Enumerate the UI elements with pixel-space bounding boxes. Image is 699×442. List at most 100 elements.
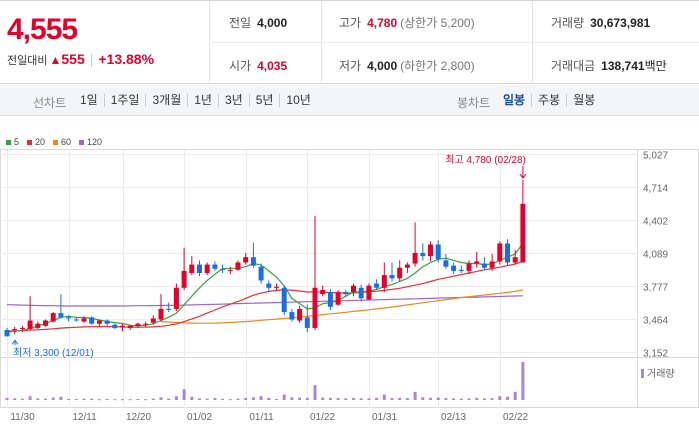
current-price-box: 4,555 전일대비 ▲555 | +13.88% <box>0 1 210 84</box>
volume-bar <box>182 389 186 400</box>
candle-body <box>312 287 318 328</box>
candle-body <box>351 285 356 293</box>
volume-bar <box>136 398 140 400</box>
volume-bar <box>59 396 63 400</box>
volume-bar <box>459 398 463 400</box>
candle-tab-2[interactable]: 월봉 <box>566 94 601 107</box>
volume-bar <box>444 398 448 400</box>
candle-body <box>50 313 56 322</box>
volume-bar <box>498 396 502 400</box>
stat-amount: 거래대금 138,741백만 <box>551 57 667 74</box>
period-tab-2[interactable]: 3개월 <box>145 94 187 107</box>
candle-body <box>412 252 418 264</box>
candle-body <box>327 292 333 307</box>
volume-bar <box>436 397 440 400</box>
candle-body <box>96 320 102 324</box>
volume-legend-swatch <box>641 369 644 378</box>
volume-bar <box>513 391 517 400</box>
volume-bar <box>421 397 425 400</box>
volume-bar <box>467 398 471 400</box>
stat-value: 4,035 <box>257 59 288 73</box>
candle-body <box>189 264 195 274</box>
y-tick-label: 4,714 <box>643 184 668 195</box>
volume-bar <box>236 398 240 400</box>
legend-label: 60 <box>61 137 72 147</box>
volume-bar <box>205 398 209 400</box>
volume-bar <box>90 398 94 400</box>
stat-volume: 거래량 30,673,981 <box>551 14 650 31</box>
period-tab-4[interactable]: 3년 <box>217 94 249 107</box>
legend-item-ma20: 20 <box>27 137 45 147</box>
candle-body <box>143 323 149 325</box>
stat-value: 4,780 <box>367 16 398 30</box>
x-tick-label: 01/31 <box>372 412 397 423</box>
chart-legend: 5 20 60 120 <box>6 137 102 147</box>
y-tick-label: 3,464 <box>643 316 668 327</box>
y-tick-label: 3,777 <box>643 283 668 294</box>
candle-body <box>104 320 110 324</box>
legend-swatch <box>6 139 11 145</box>
candle-body <box>381 275 387 288</box>
stat-unit: 백만 <box>644 59 667 73</box>
volume-bar <box>275 398 278 400</box>
volume-bar <box>67 398 71 400</box>
candle-body <box>19 327 25 329</box>
candle-tab-1[interactable]: 주봉 <box>531 94 566 107</box>
volume-bar <box>375 397 379 400</box>
stat-label: 저가 <box>339 59 362 73</box>
stat-value: 4,000 <box>257 16 288 30</box>
volume-bar <box>367 398 371 400</box>
candle-body <box>73 319 79 321</box>
legend-swatch <box>79 139 85 145</box>
candle-body <box>512 257 518 263</box>
volume-bar <box>228 399 232 401</box>
volume-bar <box>336 398 340 400</box>
volume-label: 거래량 <box>647 368 675 380</box>
volume-bar <box>305 397 309 400</box>
volume-bar <box>51 397 55 400</box>
candle-body <box>481 263 487 268</box>
legend-label: 5 <box>14 137 20 147</box>
x-tick-label: 12/20 <box>126 412 151 423</box>
stat-high: 고가 4,780 (상한가 5,200) <box>339 14 475 31</box>
candle-body <box>397 267 403 279</box>
candle-body <box>281 287 287 313</box>
x-tick-label: 02/22 <box>503 412 528 423</box>
volume-bar <box>413 391 417 400</box>
candle-body <box>420 252 426 257</box>
price-summary: 4,555 전일대비 ▲555 | +13.88% 전일 4,000 시가 4,035 고… <box>0 0 699 84</box>
legend-item-ma5: 5 <box>6 137 19 147</box>
candle-body <box>451 265 457 271</box>
period-tab-5[interactable]: 5년 <box>248 94 280 107</box>
legend-label: 120 <box>87 137 103 147</box>
legend-item-ma60: 60 <box>53 137 71 147</box>
volume-bar <box>313 385 317 400</box>
candle-tab-0[interactable]: 일봉 <box>503 93 526 107</box>
change-value: 555 <box>61 51 85 67</box>
volume-bar <box>105 398 109 400</box>
volume-bar <box>267 397 271 400</box>
legend-swatch <box>53 139 59 145</box>
stat-label: 고가 <box>339 16 362 30</box>
chart-frame <box>0 149 699 408</box>
period-tab-6[interactable]: 10년 <box>279 94 316 107</box>
volume-bar <box>36 398 40 400</box>
candle-body <box>489 261 495 268</box>
upper-limit: (상한가 5,200) <box>400 16 475 30</box>
current-price: 4,555 <box>7 13 78 46</box>
volume-bar <box>159 397 163 400</box>
volume-bar <box>44 398 47 400</box>
candle-body <box>150 318 156 323</box>
period-tab-3[interactable]: 1년 <box>187 94 218 107</box>
candle-body <box>127 325 133 328</box>
volume-bar <box>244 398 248 400</box>
period-tab-0[interactable]: 1일 <box>80 93 98 107</box>
x-tick-label: 11/30 <box>10 412 35 423</box>
high-annotation: 최고 4,780 (02/28) <box>445 154 526 166</box>
candle-body <box>173 287 179 309</box>
candle-body <box>66 317 72 319</box>
period-tab-1[interactable]: 1주일 <box>103 94 146 107</box>
stat-value: 138,741 <box>601 59 645 73</box>
volume-bar <box>213 398 217 400</box>
